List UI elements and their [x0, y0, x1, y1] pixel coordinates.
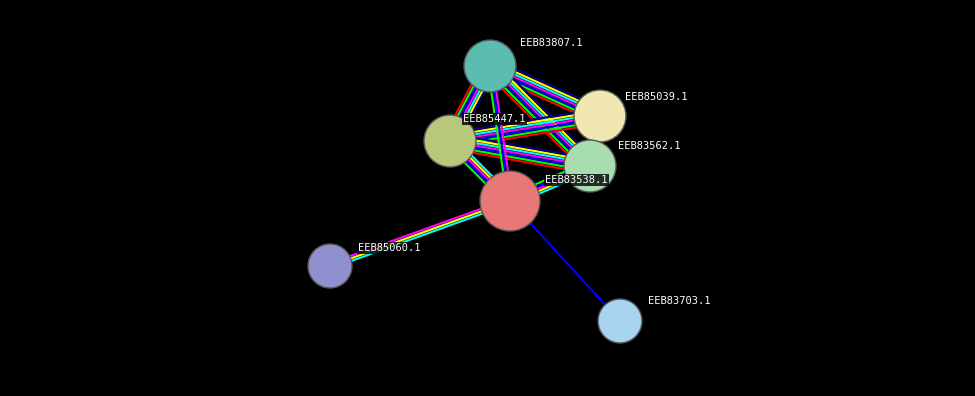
Ellipse shape [574, 90, 626, 142]
Text: EEB85447.1: EEB85447.1 [463, 114, 526, 124]
Text: EEB83807.1: EEB83807.1 [520, 38, 582, 48]
Text: EEB83538.1: EEB83538.1 [545, 175, 607, 185]
Ellipse shape [564, 140, 616, 192]
Ellipse shape [424, 115, 476, 167]
Ellipse shape [308, 244, 352, 288]
Text: EEB85039.1: EEB85039.1 [625, 92, 687, 102]
Ellipse shape [598, 299, 642, 343]
Ellipse shape [464, 40, 516, 92]
Text: EEB85060.1: EEB85060.1 [358, 243, 420, 253]
Text: EEB83562.1: EEB83562.1 [618, 141, 681, 151]
Ellipse shape [480, 171, 540, 231]
Text: EEB83703.1: EEB83703.1 [648, 296, 711, 306]
